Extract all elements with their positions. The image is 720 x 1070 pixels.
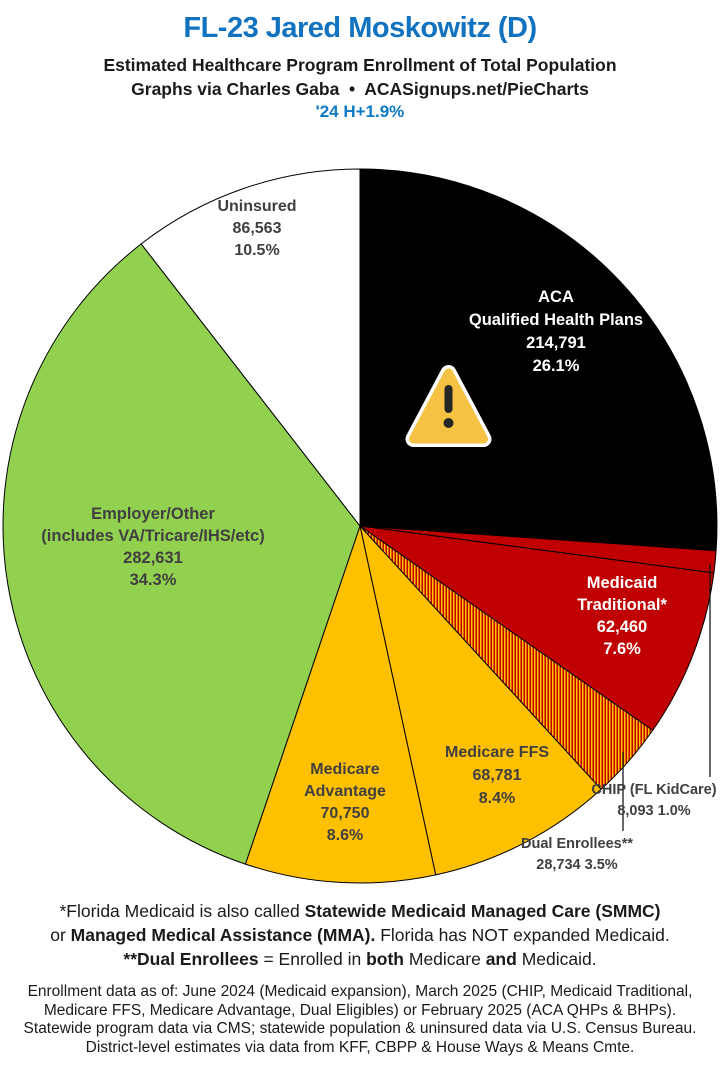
- source-note-line: Medicare FFS, Medicare Advantage, Dual E…: [43, 1001, 677, 1019]
- slice-label-uninsured: Uninsured 86,563 10.5%: [217, 196, 296, 262]
- slice-label-line: 8.4%: [478, 790, 516, 807]
- slice-label-line: Dual Enrollees**: [520, 836, 634, 852]
- footnote-sources: Enrollment data as of: June 2024 (Medica…: [0, 983, 720, 1057]
- slice-label-line: (includes VA/Tricare/IHS/etc): [41, 527, 265, 545]
- slice-label-line: 62,460: [596, 618, 648, 636]
- source-note-line: Statewide program data via CMS; statewid…: [23, 1020, 697, 1037]
- attribution-line: Graphs via Charles Gaba • ACASignups.net…: [131, 79, 589, 99]
- source-note-line: Enrollment data as of: June 2024 (Medica…: [27, 983, 693, 1000]
- slice-label-dual-enrollees: Dual Enrollees** 28,734 3.5%: [521, 834, 633, 876]
- slice-label-line: ACA: [538, 288, 574, 306]
- slice-label-chip-fl-kidcare: CHIP (FL KidCare) 8,093 1.0%: [591, 780, 716, 822]
- slice-label-line: CHIP (FL KidCare): [591, 782, 717, 798]
- pie-slice-medicare-advantage: [244, 524, 437, 884]
- slice-label-line: 214,791: [526, 334, 586, 352]
- footnote-line: *Florida Medicaid is also called Statewi…: [59, 901, 661, 921]
- subtitle: Estimated Healthcare Program Enrollment …: [103, 55, 617, 75]
- slice-label-medicare-ffs: Medicare FFS 68,781 8.4%: [445, 741, 549, 810]
- slice-label-line: 282,631: [123, 549, 183, 567]
- slice-label-aca-qualified-health-plans: ACA Qualified Health Plans 214,791 26.1%: [469, 286, 643, 378]
- slice-label-line: 26.1%: [532, 357, 580, 375]
- slice-label-line: Uninsured: [217, 198, 297, 215]
- pie-chart-svg: [2, 168, 718, 884]
- pie-slice-medicaid-traditional: [359, 525, 715, 732]
- trend-annotation: '24 H+1.9%: [315, 102, 405, 121]
- slice-label-line: Advantage: [304, 783, 386, 800]
- pie-chart: ACA Qualified Health Plans 214,791 26.1% CHI…: [0, 140, 720, 900]
- warning-triangle-icon: [405, 365, 492, 447]
- slice-label-line: 34.3%: [129, 571, 177, 589]
- slice-label-line: 70,750: [320, 805, 370, 822]
- slice-label-medicare-advantage: Medicare Advantage 70,750 8.6%: [304, 759, 386, 847]
- slice-label-line: 7.6%: [603, 640, 641, 658]
- page-title: FL-23 Jared Moskowitz (D): [183, 12, 537, 44]
- slice-label-line: Medicare: [310, 761, 380, 778]
- pie-slice-aca-qualified-health-plans: [359, 168, 718, 552]
- slice-label-line: Medicaid: [586, 574, 658, 592]
- slice-label-employer-other-includes-va-tricare-ihs-etc: Employer/Other (includes VA/Tricare/IHS/e…: [41, 503, 264, 591]
- slice-label-line: 8.6%: [326, 827, 364, 844]
- source-note-line: District-level estimates via data from K…: [85, 1038, 635, 1056]
- slice-label-line: 86,563: [232, 220, 282, 237]
- slice-label-line: Traditional*: [577, 596, 667, 614]
- footnote-medicaid: *Florida Medicaid is also called Statewi…: [0, 899, 720, 971]
- slice-label-line: 68,781: [472, 767, 522, 784]
- footnote-line: or Managed Medical Assistance (MMA). Flo…: [50, 925, 670, 945]
- pie-slice-uninsured: [140, 168, 361, 528]
- slice-label-line: 10.5%: [234, 242, 280, 259]
- slice-label-line: Medicare FFS: [444, 744, 550, 761]
- pie-slice-employer-other-includes-va-tricare-ihs-etc: [2, 243, 361, 865]
- slice-label-line: 28,734 3.5%: [536, 857, 618, 873]
- slice-label-medicaid-traditional: Medicaid Traditional* 62,460 7.6%: [577, 572, 667, 660]
- slice-label-line: 8,093 1.0%: [617, 803, 691, 819]
- pie-slice-medicare-ffs: [359, 524, 602, 876]
- slice-label-line: Employer/Other: [91, 505, 215, 523]
- footnote-line: **Dual Enrollees = Enrolled in both Medi…: [123, 949, 597, 969]
- slice-label-line: Qualified Health Plans: [468, 311, 644, 329]
